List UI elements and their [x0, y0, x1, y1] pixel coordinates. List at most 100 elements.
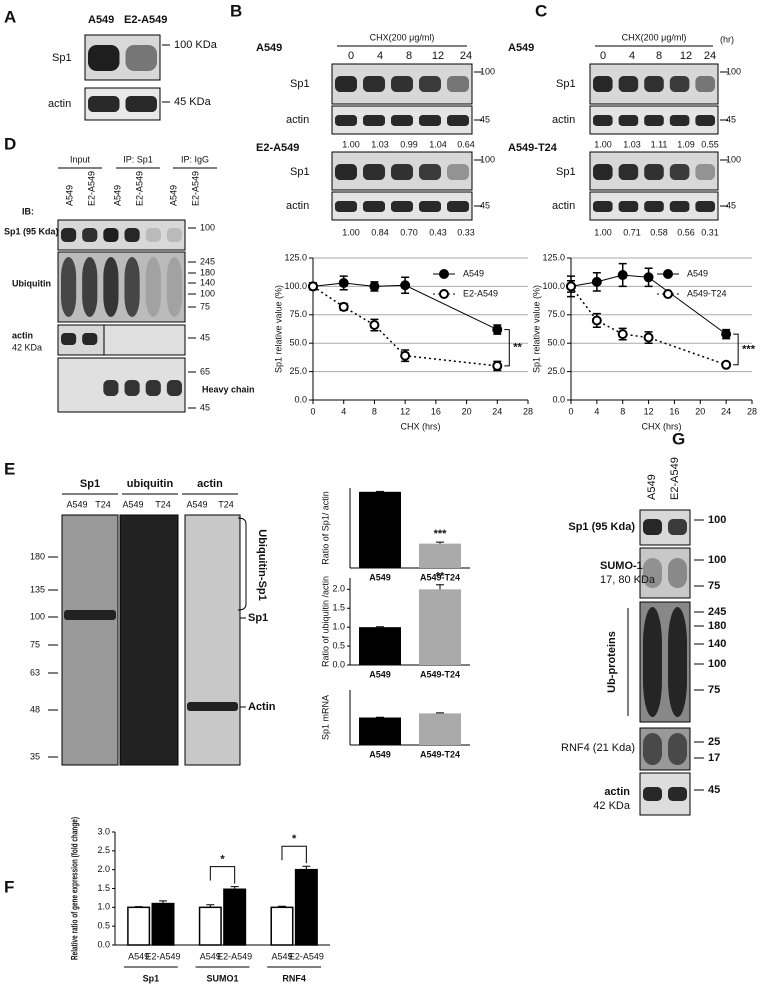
marker-label: 100 [480, 154, 495, 164]
blot-band [644, 201, 664, 212]
blot-band [166, 380, 182, 396]
x-tick-label: 4 [594, 406, 599, 416]
x-tick-label: 24 [492, 406, 502, 416]
ratio-label: 0.99 [400, 139, 418, 149]
y-tick-label: 0.0 [332, 659, 345, 669]
blot [57, 219, 186, 251]
legend-marker [663, 269, 673, 279]
time-label: 8 [406, 50, 412, 62]
blot-band [593, 115, 613, 126]
blot-band [593, 164, 613, 180]
bar [359, 717, 401, 745]
blot-band [82, 333, 98, 345]
blot [119, 514, 179, 766]
blot-band [64, 610, 116, 620]
bracket [237, 517, 247, 611]
row-label: 42 KDa [12, 342, 42, 352]
x-tick-label: A549-T24 [420, 749, 460, 759]
x-tick-label: 12 [400, 406, 410, 416]
blot-band [187, 702, 238, 711]
x-tick-label: A549 [128, 951, 149, 961]
x-tick-label: A549 [200, 951, 221, 961]
blot-band [88, 45, 120, 71]
row-label: Ubiquitin [12, 278, 51, 288]
time-label: 12 [432, 50, 444, 62]
row-label: Sp1 [556, 166, 576, 178]
data-point [369, 281, 380, 292]
blot-band [61, 228, 77, 242]
group-label: RNF4 [282, 973, 306, 983]
marker-label: 100 [200, 222, 215, 232]
y-axis-label: Sp1 mRNA [320, 695, 330, 740]
row-label: 42 KDa [593, 800, 631, 812]
blot-band [124, 380, 140, 396]
y-tick-label: 1.5 [332, 603, 345, 613]
marker-label: 100 [726, 66, 741, 76]
x-tick-label: 0 [310, 406, 315, 416]
blot-band [643, 519, 662, 535]
y-tick-label: 50.0 [289, 338, 307, 348]
blot-band [103, 257, 119, 317]
blot-header: Sp1 [80, 478, 100, 490]
bar [151, 902, 175, 946]
ratio-label: 0.31 [701, 227, 719, 237]
y-tick-label: 0.0 [552, 394, 565, 404]
row-label: actin [552, 200, 575, 212]
marker-label: 17 [708, 752, 720, 764]
legend-label: E2-A549 [463, 288, 498, 298]
annotation: * [220, 854, 225, 866]
blot-band [61, 333, 77, 345]
time-label: 0 [348, 50, 354, 62]
blot [184, 514, 241, 766]
row-label: Sp1 [556, 78, 576, 90]
x-tick-label: 20 [695, 406, 705, 416]
error-bar [134, 906, 143, 908]
marker-label: 45 [708, 784, 720, 796]
x-tick-label: A549 [369, 749, 391, 759]
ratio-label: 0.71 [623, 227, 641, 237]
marker-label: 45 [480, 114, 490, 124]
ratio-label: 0.43 [429, 227, 447, 237]
y-tick-label: 100.0 [542, 281, 565, 291]
panel-label: A [4, 7, 16, 26]
lane-label: E2-A549 [190, 171, 200, 206]
x-tick-label: 12 [644, 406, 654, 416]
blot-band [391, 115, 413, 126]
x-tick-label: 8 [372, 406, 377, 416]
error-bar [159, 900, 168, 904]
bar [419, 713, 461, 745]
x-tick-label: 4 [341, 406, 346, 416]
blot-band [669, 164, 690, 180]
annotation: ** [513, 342, 522, 354]
error-bar [277, 905, 286, 908]
y-tick-label: 25.0 [289, 366, 307, 376]
cell-label: A549 [508, 42, 534, 54]
x-tick-label: 28 [523, 406, 533, 416]
blot [61, 514, 119, 766]
y-tick-label: 2.0 [97, 864, 110, 874]
blot-band [166, 228, 182, 242]
y-axis-label: Relative ratio of gene expression (fold … [69, 817, 79, 960]
blot-band [419, 115, 441, 126]
row-label: Sp1 (95 Kda) [568, 521, 635, 533]
marker-label: 75 [708, 580, 720, 592]
blot-label: Actin [248, 701, 276, 713]
lane-label: A549 [88, 14, 114, 26]
annotation: *** [742, 343, 756, 355]
blot-band [61, 257, 77, 317]
lane-label: E2-A549 [124, 14, 167, 26]
ratio-label: 1.00 [594, 139, 612, 149]
bar [223, 888, 247, 946]
blot-band [363, 115, 385, 126]
x-tick-label: 24 [721, 406, 731, 416]
marker-label: 100 [30, 611, 45, 621]
y-axis-label: Sp1 relative value (%) [531, 285, 541, 373]
marker-label: 48 [30, 704, 40, 714]
marker-label: 45 [200, 402, 210, 412]
data-point [643, 332, 654, 343]
blot-band [82, 228, 98, 242]
unit: (hr) [720, 34, 734, 44]
marker-label: 100 [708, 658, 726, 670]
marker-label: 45 KDa [174, 96, 212, 108]
x-tick-label: 16 [669, 406, 679, 416]
